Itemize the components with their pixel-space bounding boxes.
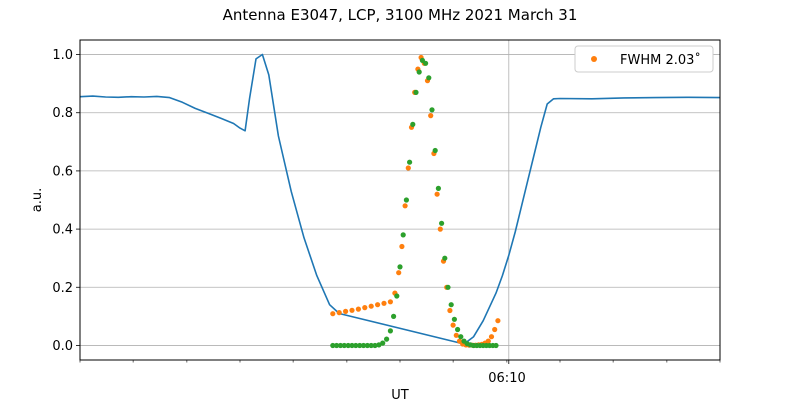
x-tick-label: 06:10	[488, 371, 525, 386]
chart-title: Antenna E3047, LCP, 3100 MHz 2021 March …	[223, 6, 578, 24]
fwhm-point	[447, 307, 453, 314]
legend-marker-fwhm	[591, 56, 597, 62]
x-axis-label: UT	[391, 388, 409, 400]
fwhm-point	[343, 308, 349, 314]
model-point	[413, 89, 419, 95]
fwhm-point	[375, 302, 381, 308]
y-tick-label: 0.4	[52, 223, 73, 238]
legend-box	[574, 45, 714, 73]
model-point	[493, 342, 499, 349]
y-tick-label: 0.8	[52, 106, 73, 121]
grid-layer	[80, 40, 720, 360]
model-point	[334, 342, 340, 349]
model-point	[384, 336, 390, 342]
model-point	[391, 313, 397, 319]
model-point	[364, 342, 370, 349]
model-point	[455, 326, 461, 333]
legend: FWHM 2.03˚	[574, 45, 714, 73]
model-point	[429, 107, 435, 113]
model-point	[403, 197, 409, 203]
model-point	[407, 159, 413, 165]
model-point	[360, 342, 367, 349]
fwhm-point	[492, 326, 498, 333]
model-point	[349, 342, 355, 349]
model-point	[341, 342, 347, 349]
model-point	[397, 264, 403, 270]
model-point	[445, 284, 451, 290]
model-point	[372, 342, 378, 349]
fwhm-point	[434, 191, 440, 197]
model-point	[380, 340, 386, 346]
x-ticks	[79, 360, 721, 364]
model-point	[426, 75, 432, 81]
fwhm-point	[349, 307, 355, 313]
model-point	[368, 342, 374, 349]
fwhm-point	[330, 311, 336, 317]
model-point	[394, 293, 400, 299]
fwhm-point	[387, 299, 393, 305]
model-point	[423, 60, 429, 66]
model-point	[337, 342, 344, 349]
fwhm-point	[399, 243, 405, 250]
y-ticks: 0.0 0.2 0.4 0.6 0.8 1.0	[52, 48, 80, 354]
model-point	[330, 342, 336, 349]
model-point	[400, 232, 406, 238]
legend-label-fwhm: FWHM 2.03˚	[620, 52, 701, 68]
fwhm-point	[428, 113, 434, 119]
fwhm-point	[485, 338, 491, 344]
fwhm-point	[437, 226, 443, 232]
model-point	[448, 302, 454, 308]
fwhm-point	[396, 270, 402, 276]
model-point	[458, 334, 464, 340]
fwhm-point	[402, 203, 408, 209]
model-point	[451, 316, 457, 322]
model-point	[353, 342, 359, 349]
model-point	[410, 121, 416, 127]
fwhm-point	[488, 334, 495, 340]
model-point	[435, 185, 441, 191]
y-tick-label: 0.0	[52, 339, 73, 354]
model-point	[416, 69, 422, 75]
series-line	[79, 53, 721, 345]
fwhm-point	[405, 165, 411, 171]
model-point	[345, 342, 351, 349]
fwhm-point	[362, 305, 368, 311]
model-point	[442, 255, 448, 261]
y-tick-label: 0.6	[52, 164, 73, 179]
fwhm-point	[355, 306, 361, 312]
plot-frame	[79, 39, 721, 361]
y-axis-label: a.u.	[30, 188, 45, 212]
fwhm-point	[453, 332, 459, 338]
series-layer	[79, 53, 721, 349]
y-tick-label: 1.0	[52, 48, 73, 63]
y-tick-label: 0.2	[52, 281, 73, 296]
fwhm-point	[381, 300, 387, 306]
fwhm-point	[450, 322, 456, 328]
fwhm-point	[368, 303, 374, 309]
fwhm-point	[336, 310, 342, 316]
model-point	[357, 342, 363, 349]
model-point	[432, 147, 438, 154]
model-point	[387, 328, 393, 334]
fwhm-point	[495, 318, 501, 324]
model-point	[439, 220, 445, 226]
